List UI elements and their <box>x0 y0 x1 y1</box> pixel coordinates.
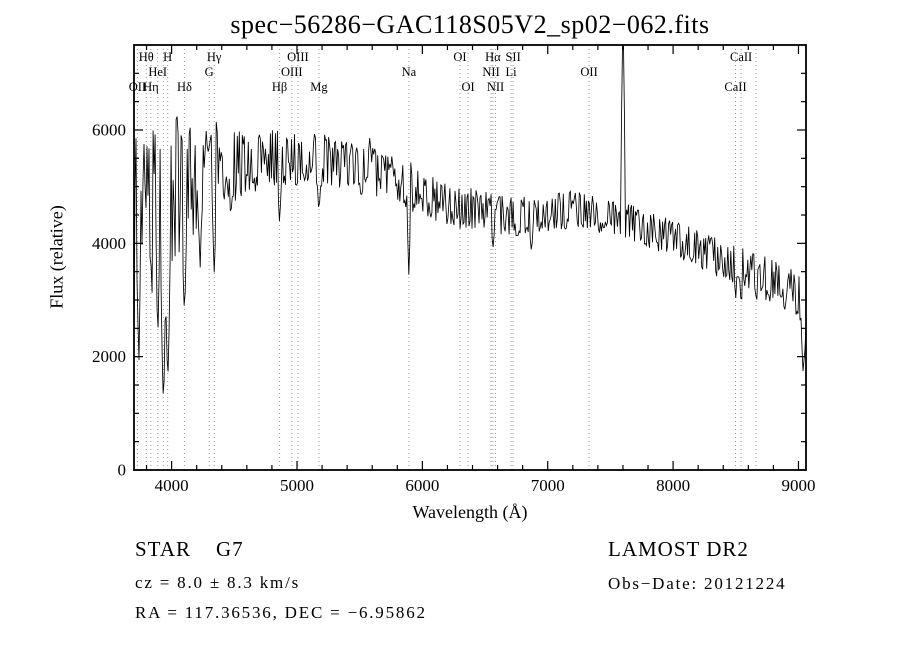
spectral-line-label: OIII <box>287 50 309 64</box>
x-tick-label: 4000 <box>155 476 189 495</box>
coords-text: RA = 117.36536, DEC = −6.95862 <box>135 603 427 622</box>
spectral-line-label: Hα <box>485 50 501 64</box>
spectral-line-labels: OIIHθHηHeIHHδGHγHβOIIIOIIIMgNaOIOINIIHαN… <box>129 50 752 94</box>
spectral-line-label: CaII <box>730 50 752 64</box>
y-tick-label: 6000 <box>92 121 126 140</box>
spectral-line-label: Mg <box>310 80 328 94</box>
chart-title: spec−56286−GAC118S05V2_sp02−062.fits <box>230 10 710 39</box>
y-tick-label: 4000 <box>92 234 126 253</box>
spectral-line-label: SII <box>505 50 520 64</box>
x-tick-label: 9000 <box>781 476 815 495</box>
tick-labels: 4000 5000 6000 7000 8000 9000 0 2000 4000 6000 <box>92 121 815 496</box>
spectral-line-label: Li <box>506 65 518 79</box>
y-axis-label: Flux (relative) <box>46 205 67 309</box>
y-tick-label: 2000 <box>92 347 126 366</box>
spectral-line-label: Hη <box>143 80 159 94</box>
x-tick-label: 8000 <box>656 476 690 495</box>
spectral-line-label: Hδ <box>177 80 192 94</box>
spectral-line-label: Na <box>402 65 417 79</box>
plot-frame <box>133 44 807 471</box>
x-tick-label: 7000 <box>531 476 565 495</box>
spectral-line-label: NII <box>487 80 504 94</box>
spectral-line-label: CaII <box>724 80 746 94</box>
spectral-line-label: OII <box>580 65 597 79</box>
x-axis-label: Wavelength (Å) <box>412 502 528 522</box>
classification-text: STAR G7 <box>135 537 244 561</box>
y-tick-label: 0 <box>118 461 127 480</box>
spectral-line-label: OI <box>453 50 466 64</box>
x-tick-label: 5000 <box>280 476 314 495</box>
spectral-line-label: NII <box>482 65 499 79</box>
spectral-line-label: OII <box>129 80 146 94</box>
axes-frame <box>133 44 807 471</box>
cz-text: cz = 8.0 ± 8.3 km/s <box>135 573 301 592</box>
obs-date-text: Obs−Date: 20121224 <box>608 574 787 593</box>
survey-text: LAMOST DR2 <box>608 537 749 561</box>
x-tick-label: 6000 <box>405 476 439 495</box>
spectral-line-label: H <box>163 50 172 64</box>
spectral-line-markers <box>136 45 757 470</box>
spectral-line-label: G <box>205 65 214 79</box>
spectral-line-label: OIII <box>281 65 303 79</box>
spectral-line-label: Hγ <box>207 50 222 64</box>
spectrum-trace <box>134 45 806 394</box>
spectral-line-label: Hθ <box>139 50 154 64</box>
spectral-line-label: OI <box>461 80 474 94</box>
spectral-line-label: HeI <box>148 65 167 79</box>
spectral-line-label: Hβ <box>272 80 287 94</box>
spectrum-line <box>134 45 806 394</box>
